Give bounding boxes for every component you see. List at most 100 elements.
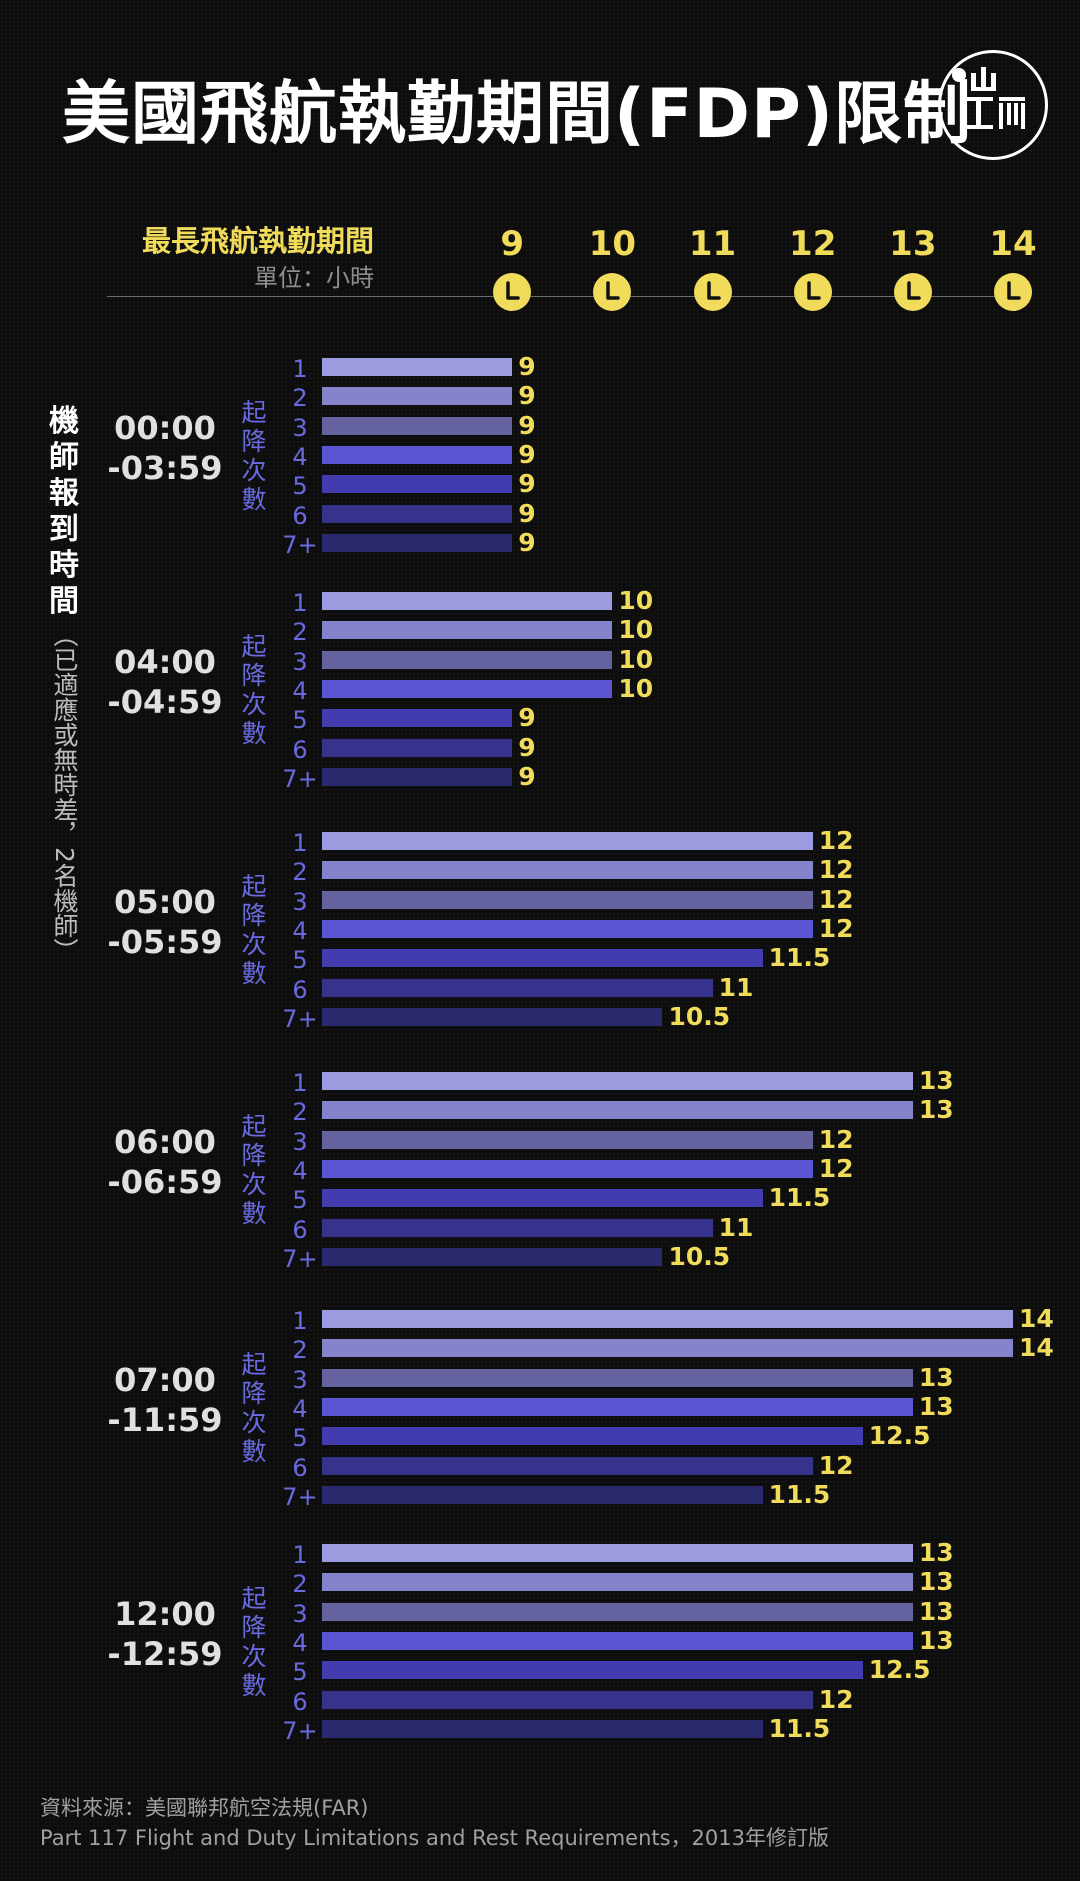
bar — [322, 650, 613, 669]
bar — [322, 358, 513, 376]
bar — [322, 890, 813, 909]
bar-value-label: 9 — [518, 439, 536, 469]
bar — [322, 1130, 813, 1149]
x-tick-label: 14 — [989, 224, 1037, 264]
bar-value-label: 9 — [518, 410, 536, 440]
bar — [322, 1007, 663, 1026]
row-label: 2 — [292, 1098, 308, 1127]
bar-value-label: 9 — [518, 761, 536, 791]
x-tick-label: 9 — [500, 224, 525, 264]
bar-group: 00:00 -03:59 起降次數 1 9 2 9 3 9 4 9 5 9 6 9 7+ 9 — [0, 352, 1080, 559]
row-label: 4 — [292, 1394, 308, 1423]
bar-value-label: 12.5 — [868, 1655, 931, 1685]
bar-value-label: 10 — [618, 586, 654, 615]
bar-value-label: 11.5 — [768, 1713, 831, 1743]
group-time-start: 07:00 — [114, 1361, 216, 1399]
group-time-range: 06:00 -06:59 — [100, 1122, 230, 1202]
bar-value-label: 13 — [918, 1066, 954, 1095]
bar — [322, 1456, 813, 1475]
y-axis-title: 機師報到時間 — [49, 404, 79, 619]
row-label: 7+ — [282, 1004, 318, 1033]
bar-value-label: 12 — [818, 1450, 854, 1480]
logo — [938, 50, 1048, 160]
row-label: 1 — [292, 355, 308, 383]
bar-value-label: 9 — [518, 527, 536, 557]
bar — [322, 387, 513, 406]
row-label: 2 — [292, 1570, 308, 1599]
bar-value-label: 12 — [818, 1153, 854, 1183]
x-tick-label: 13 — [889, 224, 937, 264]
clock-icon — [994, 273, 1032, 311]
bar — [322, 1218, 713, 1237]
bar-value-label: 9 — [518, 732, 536, 762]
bar — [322, 1159, 813, 1178]
bar-value-label: 13 — [918, 1596, 954, 1626]
bar — [322, 1631, 913, 1650]
bar — [322, 1368, 913, 1387]
bar-value-label: 14 — [1019, 1304, 1054, 1333]
bar — [322, 1690, 813, 1709]
group-time-end: -11:59 — [107, 1401, 223, 1439]
row-label: 4 — [292, 1156, 308, 1185]
bar — [322, 1339, 1013, 1358]
row-label: 2 — [292, 384, 308, 413]
row-label: 4 — [292, 442, 308, 471]
row-label: 1 — [292, 1069, 308, 1097]
row-label: 7+ — [282, 1244, 318, 1273]
group-takeoff-label: 起降次數 — [241, 1350, 267, 1466]
bar-group: 12:00 -12:59 起降次數 1 13 2 13 3 13 4 13 5 12.5 6 12 7+ 11.… — [0, 1538, 1080, 1745]
group-time-range: 00:00 -03:59 — [100, 408, 230, 488]
bar-value-label: 12.5 — [868, 1421, 931, 1451]
bar — [322, 1247, 663, 1266]
row-label: 7+ — [282, 1482, 318, 1511]
row-label: 5 — [292, 1424, 308, 1453]
group-time-range: 05:00 -05:59 — [100, 882, 230, 962]
x-tick-label: 10 — [588, 224, 637, 264]
bar — [322, 1485, 763, 1504]
bar-value-label: 10 — [618, 615, 654, 645]
row-label: 5 — [292, 472, 308, 501]
row-label: 1 — [292, 589, 308, 617]
bar — [322, 621, 613, 640]
bar-value-label: 13 — [918, 1567, 954, 1597]
group-time-start: 00:00 — [114, 409, 216, 447]
bar — [322, 861, 813, 880]
row-label: 1 — [292, 1541, 308, 1569]
row-label: 2 — [292, 1336, 308, 1365]
row-label: 3 — [292, 1599, 308, 1628]
group-time-range: 07:00 -11:59 — [100, 1360, 230, 1440]
bar-value-label: 13 — [918, 1095, 954, 1125]
group-time-end: -05:59 — [107, 923, 223, 961]
row-label: 6 — [292, 1453, 308, 1482]
bar-value-label: 12 — [818, 1684, 854, 1714]
bar — [322, 832, 813, 850]
logo-icon — [952, 67, 1025, 129]
bar-value-label: 10 — [618, 673, 654, 703]
row-label: 6 — [292, 1215, 308, 1244]
group-time-range: 12:00 -12:59 — [100, 1594, 230, 1674]
row-label: 6 — [292, 1687, 308, 1716]
page-title: 美國飛航執勤期間(FDP)限制 — [62, 75, 972, 154]
bar-value-label: 11.5 — [768, 1183, 831, 1213]
row-label: 7+ — [282, 1716, 318, 1745]
clock-icon — [593, 273, 632, 311]
row-label: 3 — [292, 1365, 308, 1394]
chart-header-unit: 單位：小時 — [254, 264, 374, 292]
clock-icon — [793, 273, 832, 311]
bar — [322, 767, 513, 786]
row-label: 5 — [292, 1658, 308, 1687]
bar — [322, 1573, 913, 1592]
bar — [322, 1719, 763, 1738]
bar-value-label: 9 — [518, 469, 536, 499]
group-takeoff-label: 起降次數 — [241, 872, 267, 988]
row-label: 6 — [292, 501, 308, 530]
bar — [322, 1427, 863, 1446]
bar-group: 05:00 -05:59 起降次數 1 12 2 12 3 12 4 12 5 11.5 6 11 7+ 10.… — [0, 826, 1080, 1033]
footer-source: 資料來源：美國聯邦航空法規(FAR) — [40, 1796, 369, 1820]
x-tick-label: 12 — [789, 224, 837, 264]
bar-value-label: 10.5 — [668, 1001, 731, 1031]
bar — [322, 1602, 913, 1621]
row-label: 1 — [292, 829, 308, 857]
bar-value-label: 11 — [718, 972, 754, 1002]
bar — [322, 709, 513, 728]
